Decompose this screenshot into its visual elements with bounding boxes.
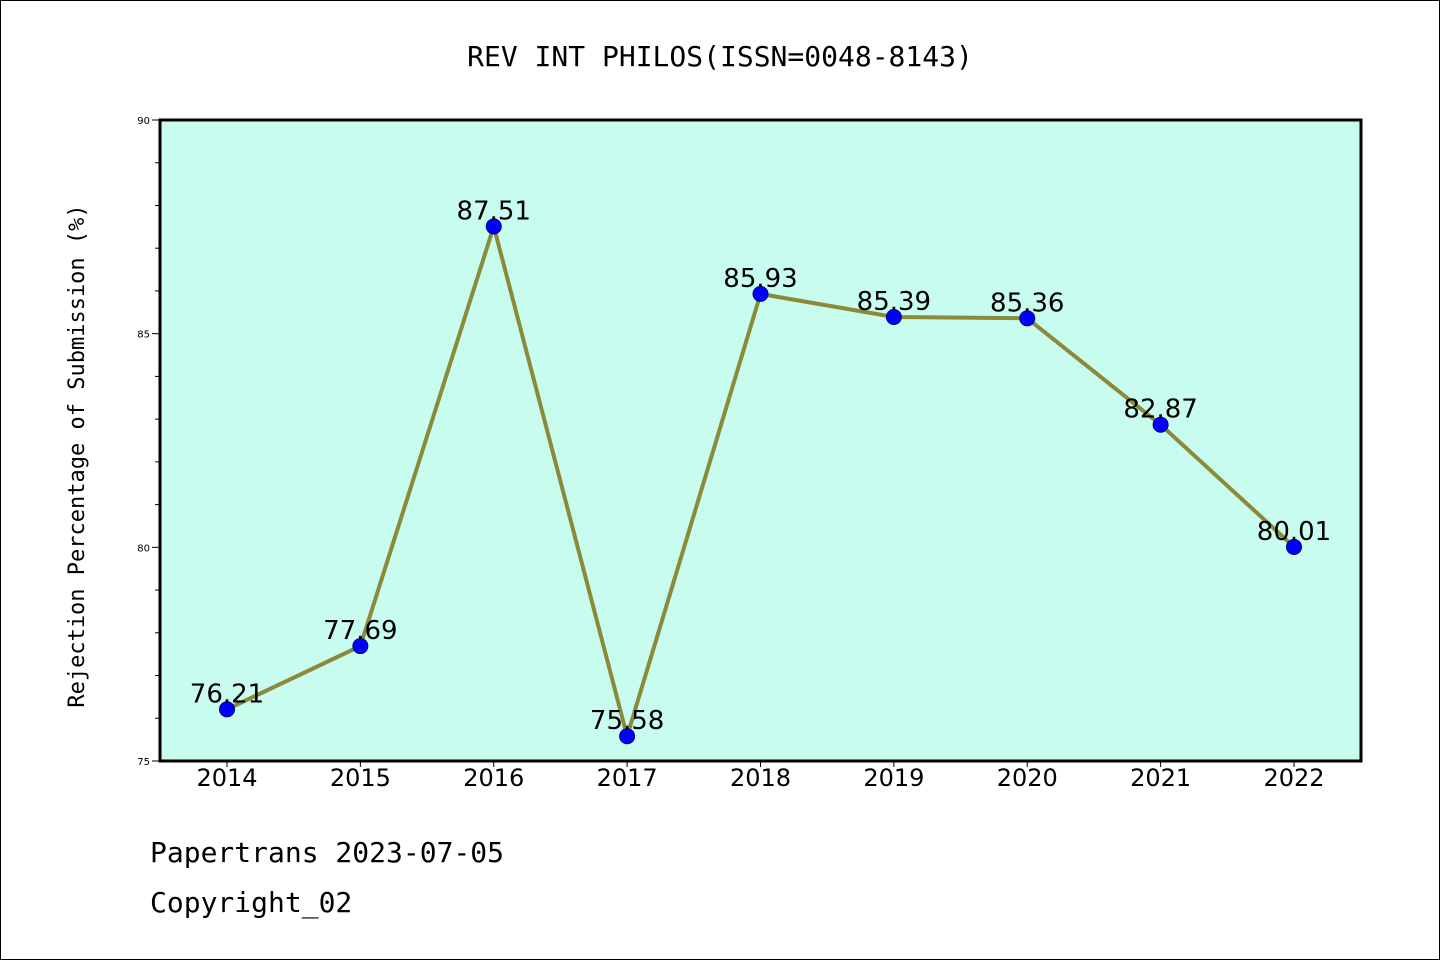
x-tick-label: 2015 <box>330 764 391 792</box>
x-tick-label: 2018 <box>730 764 791 792</box>
x-tick-label: 2016 <box>463 764 524 792</box>
x-tick-label: 2017 <box>597 764 658 792</box>
data-point <box>1019 310 1036 327</box>
y-axis: 75 80 85 90 <box>137 116 160 768</box>
x-axis: 2014 2015 2016 2017 2018 2019 2020 2021 2022 <box>196 761 1325 792</box>
y-tick-label: 75 <box>137 757 150 768</box>
data-point <box>485 218 502 235</box>
data-label: 75.58 <box>590 706 664 736</box>
data-point <box>1152 416 1169 433</box>
y-axis-label: Rejection Percentage of Submission (%) <box>65 204 90 707</box>
data-label: 85.36 <box>990 288 1064 318</box>
data-point <box>352 638 369 655</box>
x-tick-label: 2022 <box>1263 764 1324 792</box>
y-tick-label: 85 <box>137 330 150 341</box>
data-labels: 76.21 77.69 87.51 75.58 85.93 85.39 85.36 82.87… <box>190 196 1331 736</box>
chart-title: REV INT PHILOS(ISSN=0048-8143) <box>467 40 973 73</box>
data-label: 76.21 <box>190 679 264 709</box>
data-label: 85.93 <box>723 264 797 294</box>
data-point <box>1286 538 1302 555</box>
x-tick-label: 2020 <box>997 764 1058 792</box>
data-label: 82.87 <box>1123 395 1197 425</box>
data-label: 77.69 <box>323 616 397 646</box>
plot-area <box>158 118 1363 763</box>
data-label: 80.01 <box>1257 517 1331 547</box>
data-label: 87.51 <box>457 196 531 226</box>
data-points <box>219 218 1302 745</box>
x-tick-label: 2014 <box>196 764 257 792</box>
y-tick-label: 80 <box>137 543 150 554</box>
footer-credit: Papertrans 2023-07-05 <box>150 836 505 869</box>
data-point <box>752 285 769 302</box>
y-tick-label: 90 <box>137 116 150 127</box>
data-label: 85.39 <box>857 287 931 317</box>
data-point <box>619 728 636 745</box>
data-point <box>885 309 902 326</box>
data-point <box>219 701 235 718</box>
x-tick-label: 2019 <box>863 764 924 792</box>
footer-copyright: Copyright_02 <box>150 886 353 919</box>
x-tick-label: 2021 <box>1130 764 1191 792</box>
